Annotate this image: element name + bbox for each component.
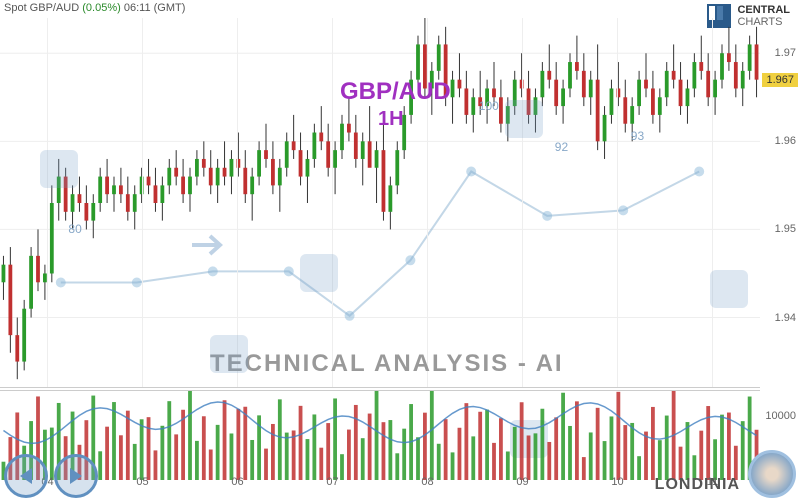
watermark-icon [505, 100, 543, 138]
indicator-value: 80 [68, 222, 81, 236]
indicator-value: 100 [479, 99, 499, 113]
nav-prev-button[interactable] [4, 454, 48, 498]
x-tick: 05 [136, 476, 148, 488]
x-tick: 07 [326, 476, 338, 488]
arrow-right-icon [70, 468, 82, 484]
price-chart[interactable] [0, 18, 760, 388]
pair-title: GBP/AUD [340, 78, 451, 106]
indicator-value: 93 [631, 129, 644, 143]
nav-next-button[interactable] [54, 454, 98, 498]
x-tick: 09 [516, 476, 528, 488]
ta-title: TECHNICAL ANALYSIS - AI [210, 350, 564, 378]
timeframe-title: 1H [378, 108, 404, 131]
arrow-left-icon [20, 468, 32, 484]
watermark-icon [710, 270, 748, 308]
assistant-avatar[interactable] [748, 450, 796, 498]
price-y-axis: 1.941.951.961.971.967 [760, 18, 800, 388]
watermark-icon [40, 150, 78, 188]
change-percent: (0.05%) [82, 2, 121, 14]
indicator-value: 92 [555, 140, 568, 154]
chart-header: Spot GBP/AUD (0.05%) 06:11 (GMT) [4, 2, 185, 14]
instrument-name: Spot GBP/AUD [4, 2, 79, 14]
watermark-icon [300, 254, 338, 292]
x-tick: 06 [231, 476, 243, 488]
x-tick: 10 [611, 476, 623, 488]
x-tick: 08 [421, 476, 433, 488]
volume-chart[interactable] [0, 390, 760, 480]
watermark-icon [210, 335, 248, 373]
timestamp: 06:11 (GMT) [124, 2, 186, 14]
londinia-brand: LONDINIA [655, 476, 740, 494]
arrow-icon [190, 230, 230, 260]
date-x-axis: 0405060708091011 [0, 476, 760, 492]
